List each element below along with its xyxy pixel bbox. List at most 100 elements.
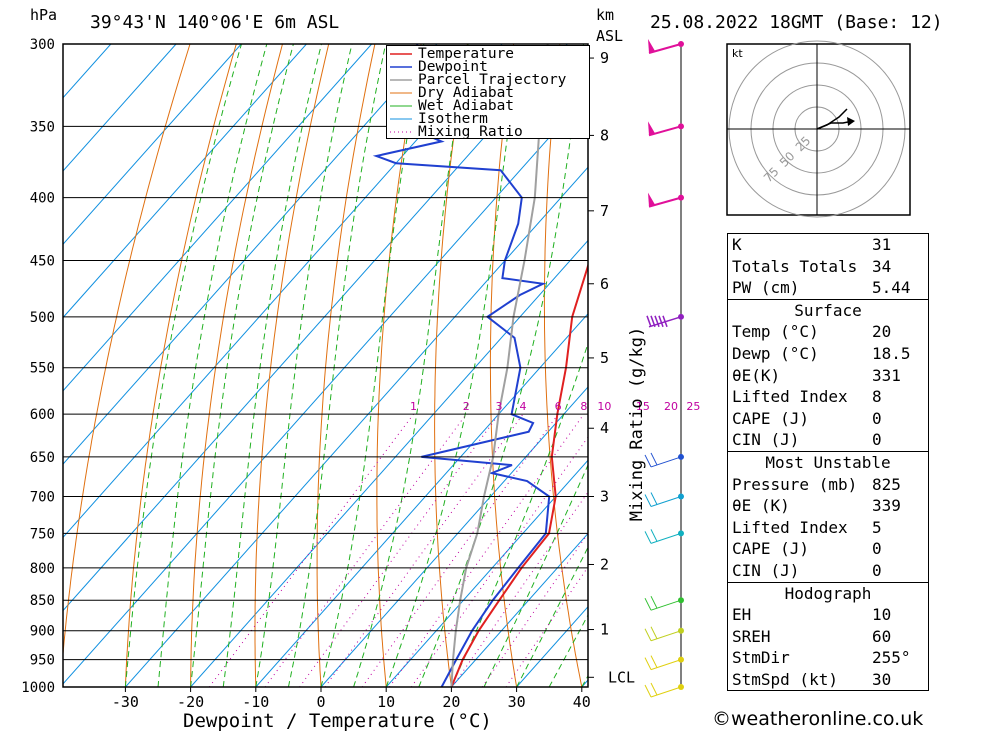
dry-adiabat (376, 44, 422, 687)
wet-adiabat (450, 341, 588, 687)
wet-adiabat (287, 44, 387, 687)
wind-barb-feather (650, 452, 658, 466)
km-tick-label: 7 (600, 202, 609, 220)
mixing-ratio-label: 3 (495, 400, 502, 413)
isotherm-line (125, 166, 588, 687)
km-tick-label: LCL (608, 668, 635, 686)
dry-adiabat (63, 44, 191, 660)
wind-barb-feather (650, 682, 658, 696)
wet-adiabat (483, 463, 588, 687)
isotherm-line (63, 44, 307, 319)
wind-barb-shaft (650, 496, 682, 507)
pressure-tick-label: 1000 (21, 680, 55, 696)
pressure-tick-label: 950 (30, 653, 55, 669)
isotherm-line (320, 386, 588, 687)
wind-barb-feather (644, 657, 652, 670)
x-tick-label: -20 (177, 693, 204, 711)
most-unstable-title: Most Unstable (765, 452, 891, 472)
pressure-tick-label: 800 (30, 561, 55, 577)
dry-adiabat (543, 44, 583, 687)
totals-row: Totals Totals 34 (732, 256, 892, 276)
km-tick-label: 9 (600, 49, 609, 67)
wind-barb (644, 626, 684, 642)
k-index-row: K 31 (732, 235, 892, 254)
wind-barb-feather (650, 492, 658, 505)
pressure-tick-label: 700 (30, 490, 55, 506)
wind-barb (648, 39, 684, 54)
dry-adiabat (489, 44, 518, 687)
most-unstable-box: Most Unstable Pressure (mb) 825 θE (K) 339… (728, 450, 928, 582)
isotherm-line (63, 44, 242, 246)
pressure-tick-label: 750 (30, 526, 55, 542)
x-tick-label: 20 (442, 693, 460, 711)
km-tick-label: 8 (600, 126, 609, 144)
wind-barb-shaft (650, 532, 682, 544)
legend-temperature: Temperature (418, 46, 515, 62)
wind-barb (644, 492, 684, 507)
mixing-ratio-label: 15 (636, 400, 650, 413)
wind-barb-feather (658, 315, 664, 328)
wind-barb-feather (644, 684, 652, 698)
x-tick-label: 0 (316, 693, 325, 711)
mixing-ratio-label: 1 (410, 400, 417, 413)
pw-row: PW (cm) 5.44 (732, 278, 911, 298)
wind-barb-feather (654, 315, 660, 328)
legend-wet-adiabat: Wet Adiabat (418, 98, 515, 114)
isotherm-line (385, 459, 588, 687)
wet-adiabat (157, 44, 268, 687)
plot-frame (62, 43, 589, 688)
wet-adiabat (222, 44, 322, 687)
x-tick-label: -10 (242, 693, 269, 711)
isotherm-line (255, 312, 588, 687)
wind-barb-shaft (650, 456, 682, 468)
wind-barb-shaft (648, 43, 682, 54)
wind-barb-feather (644, 494, 652, 507)
pressure-tick-label: 500 (30, 310, 55, 326)
pressure-tick-label: 400 (30, 191, 55, 207)
wind-barb (644, 682, 684, 698)
legend-swatches (390, 53, 412, 133)
wet-adiabat (548, 614, 588, 687)
x-tick-label: -30 (112, 693, 139, 711)
wind-barb-feather (644, 531, 652, 544)
mixing-ratio-label: 4 (519, 400, 526, 413)
isotherm-line (63, 44, 177, 172)
x-tick-label: 40 (573, 693, 591, 711)
wind-barb-shaft (648, 125, 682, 137)
pressure-tick-label: 450 (30, 254, 55, 270)
mixing-ratio-label: 10 (597, 400, 611, 413)
wind-barb (646, 313, 684, 328)
pressure-tick-label: 850 (30, 593, 55, 609)
hodograph-storm-arrow (847, 117, 855, 126)
wind-barb-feather (650, 595, 658, 609)
height-unit: km (596, 6, 615, 24)
km-tick-label: 6 (600, 275, 609, 293)
legend-mixing-ratio: Mixing Ratio (418, 124, 523, 140)
footer-credit[interactable]: ©weatheronline.co.uk (712, 708, 924, 730)
legend-dry-adiabat: Dry Adiabat (418, 85, 515, 101)
wind-barb (644, 595, 684, 611)
pressure-tick-label: 300 (30, 37, 55, 53)
mixing-ratio-label: 2 (463, 400, 470, 413)
isotherm-line (451, 532, 588, 687)
wind-barb-shaft (648, 316, 682, 328)
isotherm-line (63, 44, 438, 465)
legend-dewpoint: Dewpoint (418, 59, 488, 75)
dry-adiabat (190, 44, 283, 687)
dewpoint-curve (372, 44, 551, 687)
wind-barb-shaft (650, 659, 682, 671)
dry-adiabat (647, 44, 712, 687)
legend (386, 45, 590, 139)
isotherm-line (63, 44, 503, 539)
wind-barb (644, 452, 684, 468)
mixing-ratio-axis-title: Mixing Ratio (g/kg) (627, 326, 647, 522)
indices-table: K 31 Totals Totals 34 PW (cm) 5.44 Surface … (727, 233, 929, 692)
mixing-ratio-line (451, 491, 588, 687)
hodograph-title: Hodograph (784, 583, 872, 603)
datetime-title: 25.08.2022 18GMT (Base: 12) (650, 12, 943, 33)
mixing-ratio-line (208, 413, 414, 687)
x-tick-label: 30 (508, 693, 526, 711)
mixing-ratio-line (324, 413, 524, 687)
wet-adiabat (353, 44, 469, 687)
isotherm-line (63, 44, 112, 99)
